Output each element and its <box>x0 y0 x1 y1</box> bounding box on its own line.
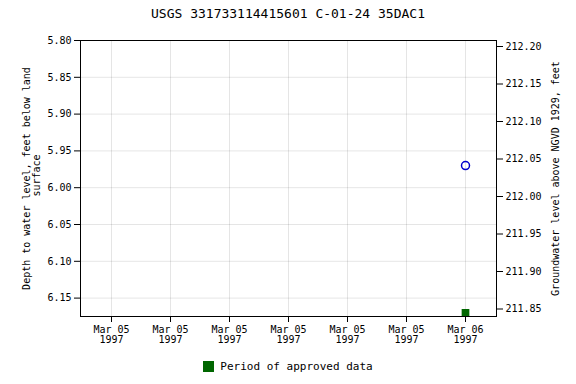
svg-text:Mar 051997: Mar 051997 <box>388 324 424 345</box>
svg-text:6.00: 6.00 <box>47 182 71 193</box>
svg-text:212.00: 212.00 <box>506 191 542 202</box>
svg-text:211.90: 211.90 <box>506 266 542 277</box>
svg-text:Mar 051997: Mar 051997 <box>93 324 129 345</box>
svg-text:Mar 051997: Mar 051997 <box>329 324 365 345</box>
svg-text:211.85: 211.85 <box>506 303 542 314</box>
svg-text:Mar 051997: Mar 051997 <box>211 324 247 345</box>
svg-text:211.95: 211.95 <box>506 228 542 239</box>
svg-text:Mar 051997: Mar 051997 <box>152 324 188 345</box>
svg-text:5.80: 5.80 <box>47 35 71 46</box>
svg-text:212.05: 212.05 <box>506 153 542 164</box>
svg-text:6.05: 6.05 <box>47 219 71 230</box>
svg-text:212.20: 212.20 <box>506 41 542 52</box>
svg-text:Depth to water level, feet bel: Depth to water level, feet below land su… <box>21 67 42 290</box>
svg-text:6.15: 6.15 <box>47 292 71 303</box>
svg-text:6.10: 6.10 <box>47 256 71 267</box>
svg-text:Mar 061997: Mar 061997 <box>447 324 483 345</box>
html-text:USGS 331733114415601 C-01-24 3: USGS 331733114415601 C-01-24 35DAC1 <box>151 6 425 21</box>
svg-text:212.10: 212.10 <box>506 116 542 127</box>
svg-text:Groundwater level above NGVD 1: Groundwater level above NGVD 1929, feet <box>550 61 561 296</box>
svg-text:5.90: 5.90 <box>47 108 71 119</box>
html-text:Period of approved data: Period of approved data <box>220 359 373 373</box>
svg-text:5.85: 5.85 <box>47 72 71 83</box>
svg-text:212.15: 212.15 <box>506 78 542 89</box>
svg-text:5.95: 5.95 <box>47 145 71 156</box>
svg-text:Mar 051997: Mar 051997 <box>270 324 306 345</box>
